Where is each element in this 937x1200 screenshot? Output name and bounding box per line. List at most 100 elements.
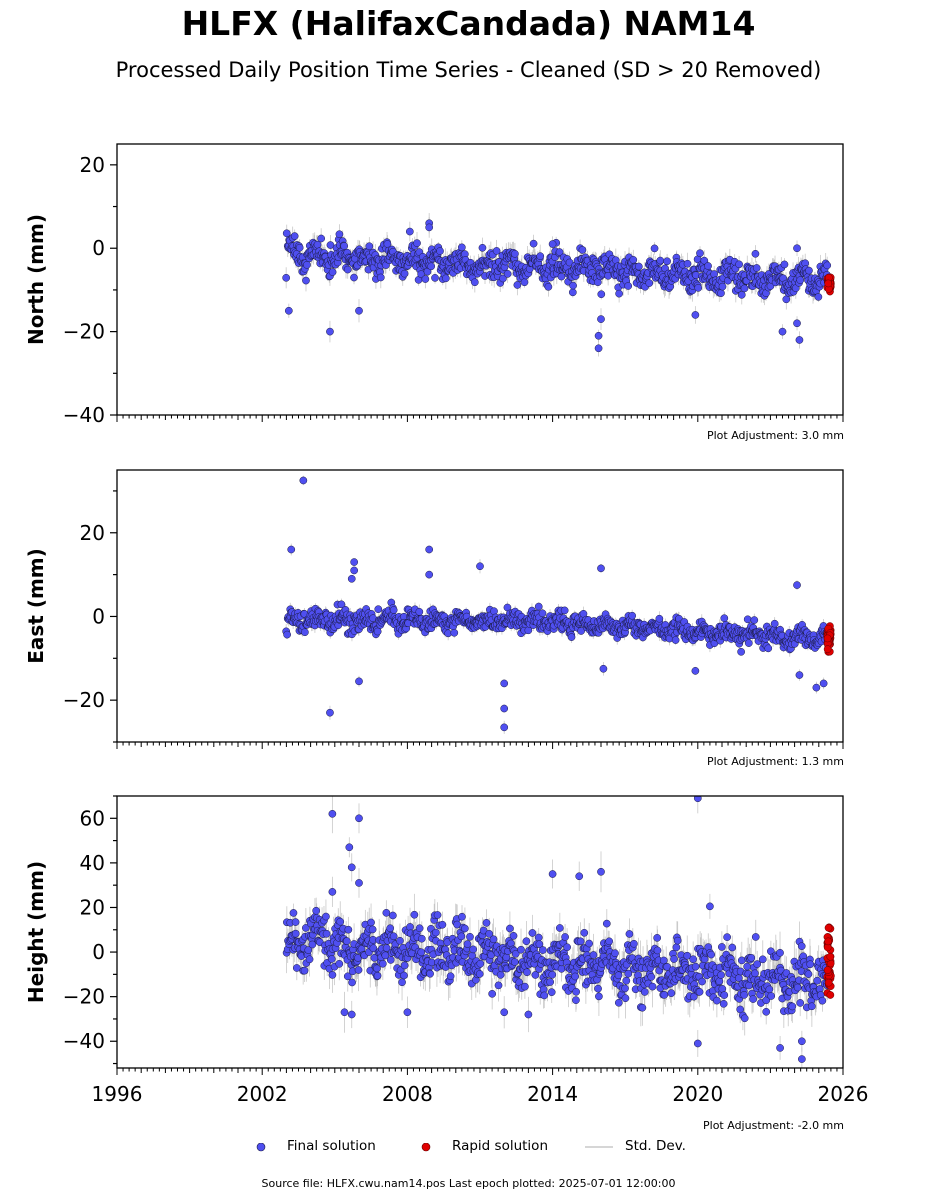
final-solution-point bbox=[300, 966, 309, 975]
chart-title: HLFX (HalifaxCandada) NAM14 bbox=[181, 4, 756, 43]
final-solution-point bbox=[628, 611, 637, 620]
y-tick-label: −40 bbox=[63, 403, 105, 427]
final-solution-point bbox=[302, 924, 310, 932]
final-solution-point bbox=[615, 289, 623, 298]
final-solution-point bbox=[529, 239, 538, 248]
final-solution-point bbox=[737, 290, 746, 299]
final-solution-point bbox=[421, 275, 430, 283]
final-solution-point bbox=[343, 265, 352, 274]
final-solution-points bbox=[282, 219, 832, 353]
final-solution-point bbox=[663, 257, 671, 266]
rapid-solution-points bbox=[823, 622, 835, 656]
final-solution-point bbox=[308, 940, 317, 949]
final-solution-point bbox=[292, 964, 301, 972]
final-solution-point bbox=[500, 679, 509, 688]
final-solution-point bbox=[425, 570, 434, 579]
final-solution-point bbox=[780, 260, 789, 269]
final-solution-point bbox=[291, 918, 300, 926]
final-solution-point bbox=[365, 242, 374, 251]
final-solution-point bbox=[450, 628, 459, 637]
final-solution-point bbox=[812, 683, 821, 692]
final-solution-point bbox=[629, 256, 638, 264]
final-solution-point bbox=[655, 614, 664, 623]
final-solution-point bbox=[793, 244, 801, 253]
final-solution-point bbox=[599, 664, 608, 673]
final-solution-point bbox=[317, 234, 326, 243]
final-solution-point bbox=[291, 929, 300, 938]
final-solution-point bbox=[326, 327, 334, 336]
final-solution-point bbox=[413, 239, 421, 247]
final-solution-point bbox=[805, 266, 813, 275]
final-solution-point bbox=[457, 243, 466, 252]
final-solution-point bbox=[770, 619, 779, 628]
final-solution-point bbox=[710, 270, 719, 278]
final-solution-point bbox=[499, 274, 507, 283]
y-tick-label: 0 bbox=[92, 604, 105, 628]
plot-area bbox=[282, 213, 835, 357]
final-solution-point bbox=[328, 268, 337, 276]
final-solution-point bbox=[503, 270, 512, 278]
std-dev-bars bbox=[285, 475, 828, 734]
final-solution-point bbox=[744, 639, 753, 647]
final-solution-point bbox=[513, 281, 522, 289]
final-solution-point bbox=[350, 273, 358, 282]
final-solution-point bbox=[350, 558, 359, 566]
final-solution-point bbox=[326, 708, 334, 717]
final-solution-point bbox=[374, 605, 383, 614]
final-solution-point bbox=[425, 545, 434, 554]
y-tick-label: 0 bbox=[92, 236, 105, 260]
final-solution-point bbox=[373, 627, 382, 636]
plot-area bbox=[282, 796, 835, 1068]
final-solution-point bbox=[750, 616, 759, 624]
y-tick-label: −20 bbox=[63, 320, 105, 344]
rapid-solution-point bbox=[823, 634, 832, 643]
y-tick-label: 20 bbox=[80, 153, 105, 177]
final-solution-point bbox=[691, 311, 700, 319]
final-solution-point bbox=[282, 273, 291, 282]
final-solution-point bbox=[302, 276, 310, 285]
final-solution-point bbox=[313, 240, 322, 249]
final-solution-point bbox=[560, 606, 569, 615]
final-solution-point bbox=[305, 955, 314, 964]
final-solution-point bbox=[303, 261, 311, 269]
final-solution-point bbox=[355, 306, 363, 315]
final-solution-point bbox=[597, 564, 605, 573]
final-solution-point bbox=[442, 274, 450, 283]
final-solution-point bbox=[287, 545, 296, 554]
final-solution-point bbox=[500, 704, 509, 713]
final-solution-point bbox=[355, 677, 363, 686]
final-solution-point bbox=[691, 667, 700, 675]
final-solution-point bbox=[295, 243, 304, 252]
final-solution-point bbox=[431, 274, 439, 282]
final-solution-point bbox=[694, 284, 703, 292]
final-solution-point bbox=[470, 278, 479, 287]
y-axis-label: North (mm) bbox=[24, 214, 48, 345]
final-solution-point bbox=[340, 242, 348, 250]
final-solution-point bbox=[335, 230, 344, 239]
final-solution-point bbox=[720, 614, 729, 623]
final-solution-point bbox=[597, 290, 606, 299]
final-solution-point bbox=[814, 293, 823, 301]
chart-subtitle: Processed Daily Position Time Series - C… bbox=[115, 58, 822, 82]
final-solution-point bbox=[290, 232, 299, 240]
final-solution-point bbox=[304, 946, 313, 954]
rapid-solution-point bbox=[823, 645, 832, 653]
final-solution-point bbox=[743, 615, 752, 624]
final-solution-point bbox=[671, 636, 680, 644]
final-solution-point bbox=[704, 262, 712, 270]
final-solution-point bbox=[823, 261, 832, 270]
final-solution-point bbox=[700, 256, 709, 265]
y-tick-label: 20 bbox=[80, 521, 105, 545]
final-solution-point bbox=[793, 319, 801, 328]
final-solution-point bbox=[289, 909, 298, 917]
final-solution-point bbox=[436, 247, 444, 255]
final-solution-point bbox=[656, 256, 665, 265]
final-solution-point bbox=[752, 264, 761, 272]
final-solution-point bbox=[500, 723, 509, 732]
final-solution-point bbox=[557, 272, 566, 281]
final-solution-point bbox=[284, 306, 293, 315]
final-solution-point bbox=[555, 248, 564, 256]
plot-area bbox=[282, 475, 835, 734]
final-solution-point bbox=[650, 244, 659, 253]
final-solution-point bbox=[740, 284, 749, 293]
